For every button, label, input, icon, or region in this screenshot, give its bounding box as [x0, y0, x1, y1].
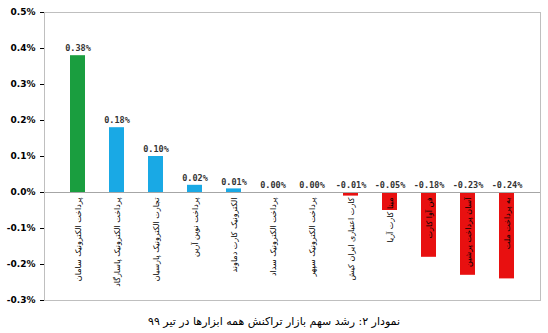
svg-text:0.4%: 0.4% — [11, 43, 36, 53]
svg-text:-0.2%: -0.2% — [7, 259, 36, 269]
svg-text:تجارت الکترونیک پارسیان: تجارت الکترونیک پارسیان — [152, 198, 161, 282]
svg-text:پرداخت الکترونیک سپهر: پرداخت الکترونیک سپهر — [308, 198, 317, 278]
svg-text:-0.18%: -0.18% — [414, 180, 446, 190]
svg-text:0.18%: 0.18% — [104, 115, 130, 125]
svg-text:0.38%: 0.38% — [65, 43, 91, 53]
svg-text:-0.3%: -0.3% — [7, 295, 36, 305]
svg-text:پرداخت الکترونیک پاسارگاد: پرداخت الکترونیک پاسارگاد — [112, 198, 122, 287]
svg-text:0.01%: 0.01% — [221, 177, 247, 187]
svg-text:-0.05%: -0.05% — [375, 180, 407, 190]
svg-text:-0.01%: -0.01% — [336, 180, 368, 190]
svg-text:0.10%: 0.10% — [143, 144, 169, 154]
svg-text:0.2%: 0.2% — [11, 115, 36, 125]
svg-text:-0.24%: -0.24% — [492, 180, 524, 190]
svg-text:فن آوا کارت: فن آوا کارت — [424, 197, 434, 238]
svg-text:مبنا کارت آریا: مبنا کارت آریا — [385, 198, 395, 243]
svg-text:پرداخت الکترونیک سامان: پرداخت الکترونیک سامان — [74, 198, 83, 282]
svg-text:0.5%: 0.5% — [11, 7, 36, 17]
svg-text:0.02%: 0.02% — [182, 173, 208, 183]
svg-text:-0.1%: -0.1% — [7, 223, 36, 233]
svg-text:پرداخت الکترونیک سداد: پرداخت الکترونیک سداد — [269, 198, 278, 277]
svg-text:آسان پرداخت پرشین: آسان پرداخت پرشین — [463, 197, 473, 267]
svg-text:0.00%: 0.00% — [299, 180, 325, 190]
svg-text:0.3%: 0.3% — [11, 79, 36, 89]
svg-text:به پرداخت ملت: به پرداخت ملت — [503, 198, 512, 250]
svg-text:کارت اعتباری ایران کیش: کارت اعتباری ایران کیش — [347, 197, 356, 280]
svg-text:پرداخت نوین آرین: پرداخت نوین آرین — [190, 198, 200, 257]
html-text:نمودار ۲: رشد سهم بازار تراکنش: نمودار ۲: رشد سهم بازار تراکنش همه ابزار… — [148, 315, 400, 328]
svg-text:-0.23%: -0.23% — [453, 180, 485, 190]
svg-text:الکترونیک کارت دماوند: الکترونیک کارت دماوند — [230, 198, 239, 273]
svg-text:0.0%: 0.0% — [11, 187, 36, 197]
svg-text:0.1%: 0.1% — [11, 151, 36, 161]
svg-text:0.00%: 0.00% — [260, 180, 286, 190]
